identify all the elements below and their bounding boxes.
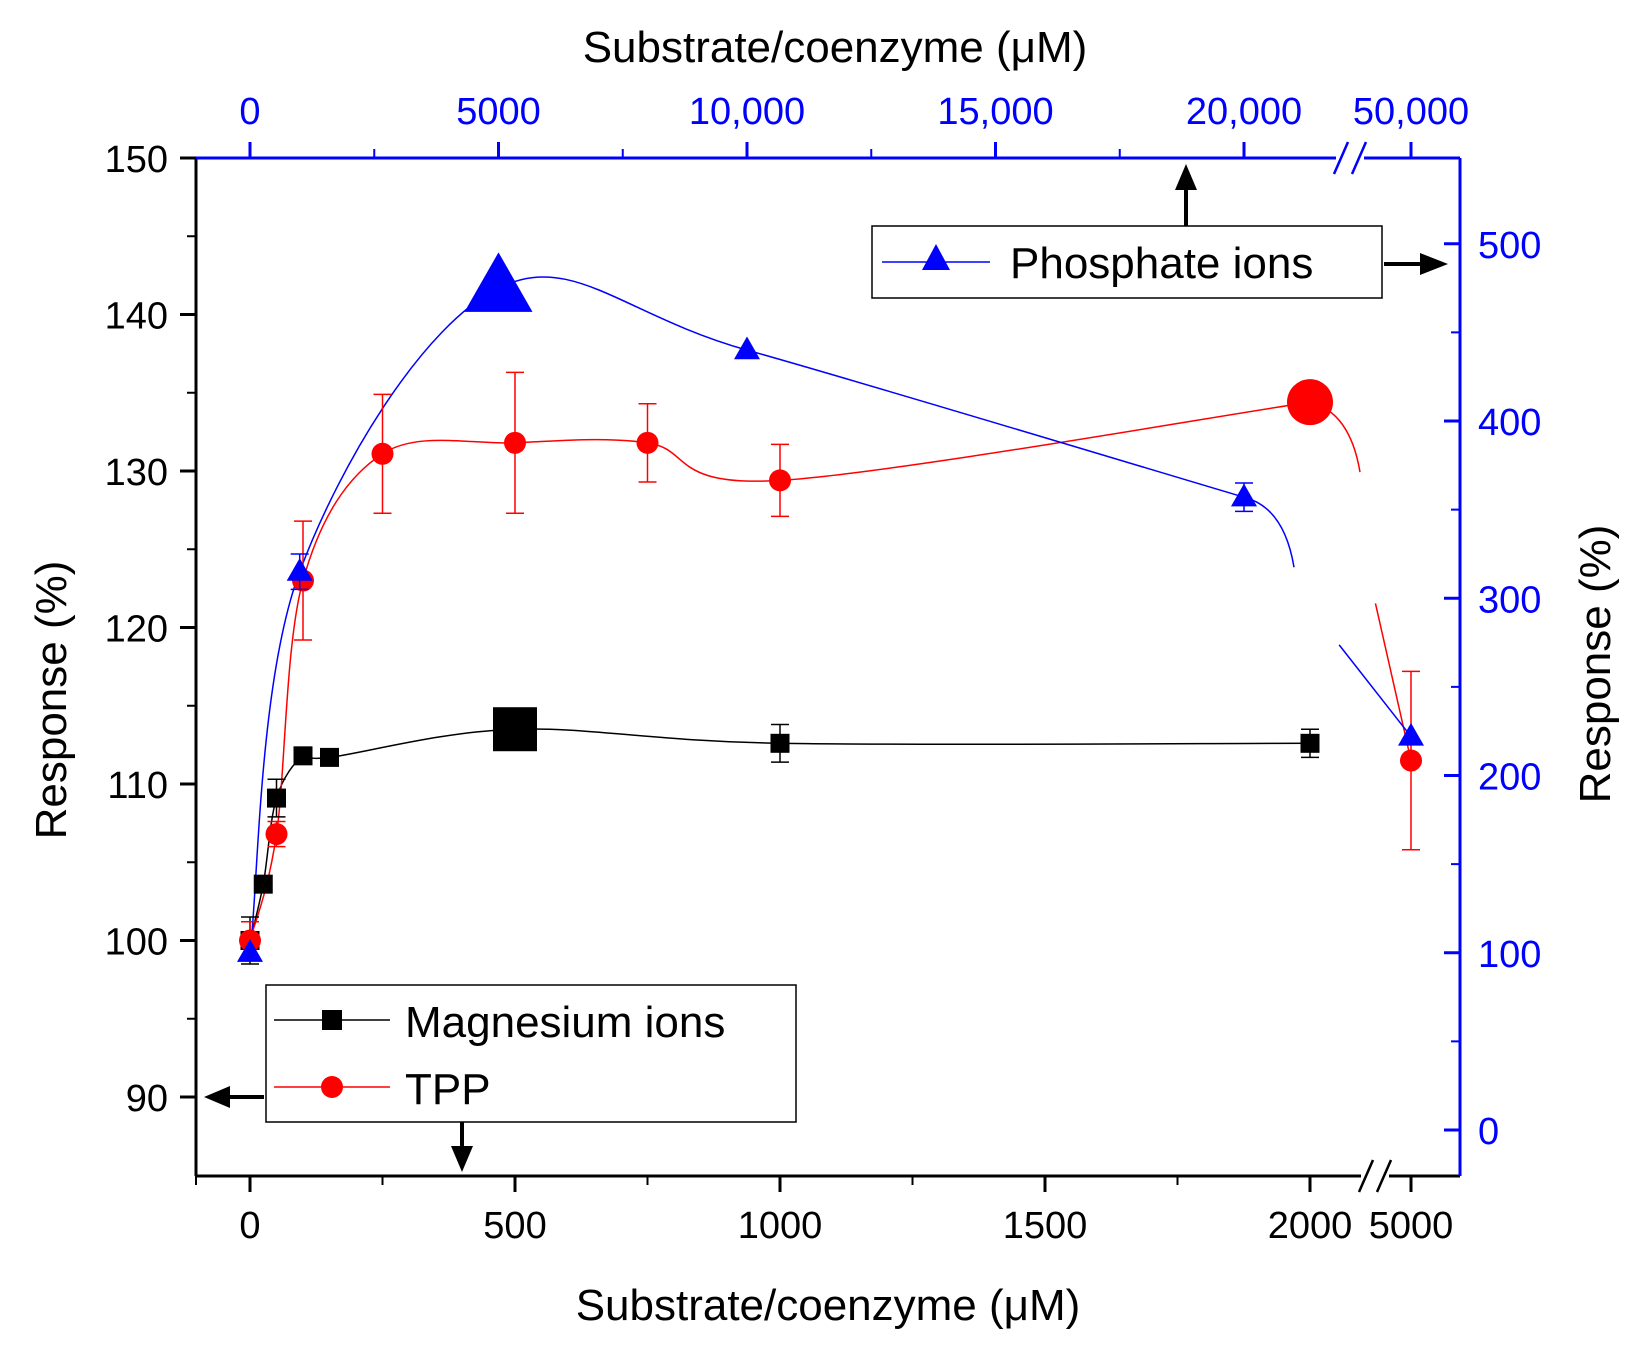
bottom-axis-break-slash-b <box>1375 1159 1393 1193</box>
legend-label-magnesium: Magnesium ions <box>405 998 725 1047</box>
legend-phosphate: Phosphate ions <box>871 225 1383 299</box>
top-tick-label: 15,000 <box>937 91 1053 133</box>
left-tick-label: 130 <box>105 452 168 494</box>
tpp-point <box>265 823 288 846</box>
arrow-up-icon <box>1175 164 1197 226</box>
top-axis-break-slash-b <box>1350 141 1368 175</box>
phosphate-ions-point <box>1231 483 1257 507</box>
phosphate-ions-point <box>734 336 760 360</box>
legend-magnesium-tpp: Magnesium ions TPP <box>265 984 797 1123</box>
legend-triangle-marker <box>922 244 950 270</box>
tpp-point <box>769 469 791 492</box>
left-tick-label: 100 <box>105 922 168 964</box>
bottom-tick-label: 0 <box>239 1205 260 1247</box>
phosphate-ions-curve-tail-b <box>1338 644 1412 737</box>
magnesium-ions-point <box>267 788 286 808</box>
right-tick-label: 400 <box>1478 402 1541 444</box>
tpp-point <box>636 431 659 454</box>
legend-square-marker <box>322 1010 342 1030</box>
right-tick-label: 200 <box>1478 757 1541 799</box>
curves <box>249 276 1412 953</box>
arrow-down-icon <box>451 1122 473 1172</box>
phosphate-ions-point <box>464 252 533 312</box>
left-tick-label: 90 <box>126 1078 168 1120</box>
bottom-tick-label: 1000 <box>738 1205 823 1247</box>
left-tick-label: 110 <box>107 765 168 807</box>
arrow-right-icon <box>1384 253 1448 275</box>
top-tick-label: 0 <box>239 91 260 133</box>
bottom-tick-label: 500 <box>483 1205 546 1247</box>
magnesium-ions-point <box>253 874 273 894</box>
bottom-axis-title: Substrate/coenzyme (μM) <box>576 1281 1081 1330</box>
bottom-tick-label: 5000 <box>1369 1205 1454 1247</box>
top-tick-label: 5000 <box>456 91 541 133</box>
top-tick-label: 50,000 <box>1353 91 1469 133</box>
top-axis-break-slash-a <box>1332 141 1350 175</box>
right-tick-label: 500 <box>1478 225 1541 267</box>
axis-pointer-arrows <box>204 164 1448 1172</box>
magnesium-ions-point <box>493 707 537 752</box>
left-axis-title: Response (%) <box>27 561 76 840</box>
plot-frame <box>194 141 1462 1193</box>
magnesium-ions-point <box>320 747 339 767</box>
data-marks <box>237 252 1424 965</box>
phosphate-ions-point <box>286 558 313 581</box>
tpp-curve <box>249 401 1311 941</box>
arrow-left-icon <box>204 1086 264 1108</box>
phosphate-ions-curve <box>249 276 1245 953</box>
top-tick-label: 20,000 <box>1186 91 1302 133</box>
right-tick-label: 100 <box>1478 934 1541 976</box>
left-tick-label: 120 <box>105 609 168 651</box>
right-axis-title: Response (%) <box>1571 525 1620 804</box>
left-tick-label: 150 <box>105 139 168 181</box>
top-axis-title: Substrate/coenzyme (μM) <box>583 23 1088 72</box>
right-tick-label: 0 <box>1478 1111 1499 1153</box>
top-tick-label: 10,000 <box>689 91 805 133</box>
tpp-point <box>1400 749 1422 772</box>
legend-circle-marker <box>321 1076 343 1098</box>
bottom-axis-break <box>1357 1159 1393 1193</box>
legend-label-phosphate: Phosphate ions <box>1010 239 1313 288</box>
magnesium-ions-point <box>293 746 313 766</box>
left-tick-label: 140 <box>105 296 168 338</box>
tpp-point <box>504 431 526 454</box>
right-tick-label: 300 <box>1478 579 1541 621</box>
tpp-point <box>371 442 394 465</box>
bottom-axis-break-slash-a <box>1357 1159 1375 1193</box>
magnesium-ions-point <box>770 733 790 753</box>
legend-label-tpp: TPP <box>405 1065 491 1114</box>
phosphate-ions-point <box>237 939 263 962</box>
phosphate-ions-point <box>1398 722 1424 746</box>
top-axis-break <box>1332 141 1368 175</box>
tpp-point <box>1287 379 1333 426</box>
bottom-tick-label: 1500 <box>1003 1205 1088 1247</box>
magnesium-ions-point <box>1300 733 1320 753</box>
bottom-tick-label: 2000 <box>1268 1205 1353 1247</box>
phosphate-ions-curve-tail-a <box>1243 496 1295 568</box>
